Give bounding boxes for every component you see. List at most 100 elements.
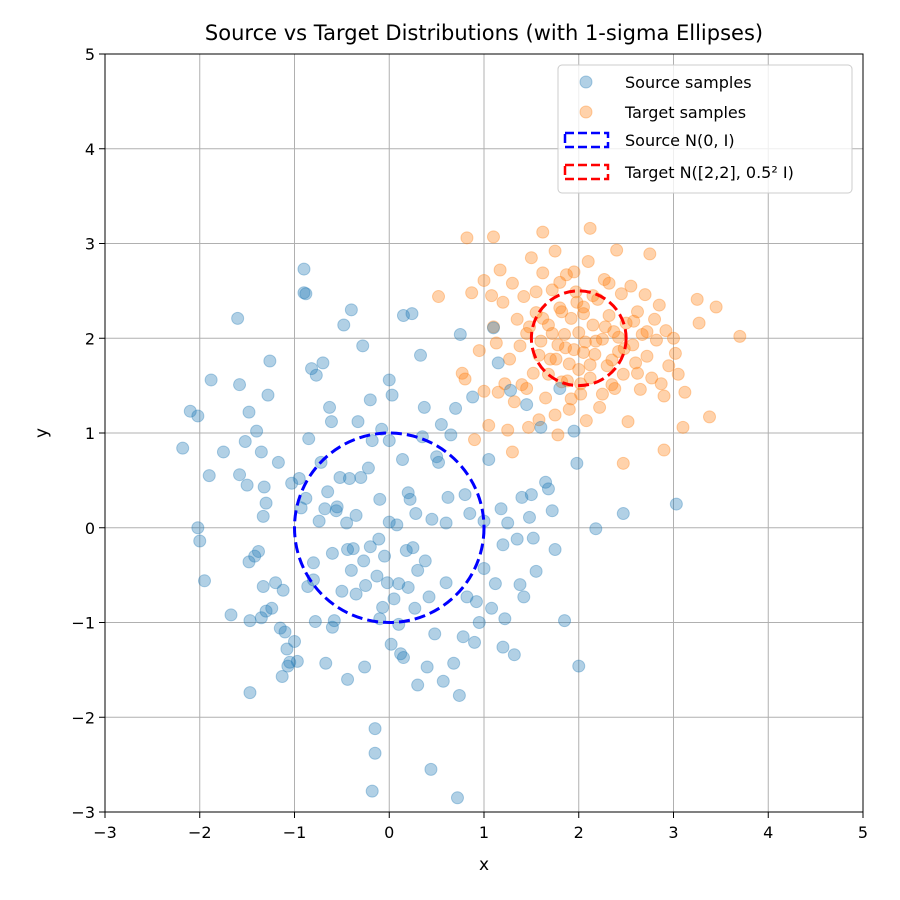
source-sample-point [365,784,379,798]
source-sample-point [517,590,531,604]
source-sample-point [390,518,404,532]
legend-marker-target [579,105,593,119]
target-sample-point [555,305,569,319]
target-sample-point [570,295,584,309]
source-sample-point [240,478,254,492]
source-sample-point [308,615,322,629]
source-sample-point [344,303,358,317]
source-sample-point [368,746,382,760]
source-sample-point [504,383,518,397]
legend-label-target-ellipse: Target N([2,2], 0.5² I) [624,163,794,182]
source-sample-point [616,507,630,521]
target-sample-point [465,286,479,300]
source-sample-point [297,286,311,300]
source-sample-point [460,590,474,604]
source-sample-point [312,514,326,528]
target-sample-point [630,305,644,319]
target-sample-point [602,309,616,323]
source-sample-point [545,504,559,518]
target-sample-point [545,283,559,297]
target-sample-point [576,307,590,321]
legend: Source samples Target samples Source N(0… [557,64,853,194]
source-sample-point [233,468,247,482]
source-sample-point [477,561,491,575]
target-sample-point [567,343,581,357]
target-sample-point [553,301,567,315]
target-sample-point [643,247,657,261]
source-sample-point [394,647,408,661]
target-samples-series [432,221,747,470]
source-sample-point [319,656,333,670]
target-sample-point [539,391,553,405]
source-sample-point [257,480,271,494]
source-sample-point [202,469,216,483]
target-sample-point [551,428,565,442]
source-sample-point [281,659,295,673]
source-sample-point [424,762,438,776]
target-sample-point [567,265,581,279]
legend-marker-source-ellipse [563,131,610,149]
source-sample-point [488,577,502,591]
source-sample-point [396,309,410,323]
target-sample-point [595,332,609,346]
target-sample-point [543,352,557,366]
legend-marker-target-ellipse [563,163,610,181]
target-sample-point [598,320,612,334]
source-sample-point [396,453,410,467]
target-sample-point [616,456,630,470]
x-tick-label: 5 [858,823,868,842]
source-sample-point [191,409,205,423]
source-sample-point [306,573,320,587]
target-sample-point [612,345,626,359]
target-sample-point [489,336,503,350]
source-sample-point [318,502,332,516]
source-sample-point [299,491,313,505]
source-sample-point [418,554,432,568]
source-sample-point [358,660,372,674]
source-sample-point [204,373,218,387]
source-sample-point [526,531,540,545]
target-sample-point [629,356,643,370]
source-sample-point [342,471,356,485]
source-sample-point [387,592,401,606]
target-sample-point [593,400,607,414]
x-axis-label: x [479,855,489,875]
source-sample-point [534,420,548,434]
source-sample-point [271,455,285,469]
target-sample-point [597,273,611,287]
target-sample-point [477,384,491,398]
target-sample-point [576,300,590,314]
target-sample-point [574,387,588,401]
source-sample-point [259,604,273,618]
source-sample-point [330,500,344,514]
target-sample-point [529,285,543,299]
target-sigma-ellipse [529,289,628,388]
source-sample-point [365,434,379,448]
source-sample-point [243,686,257,700]
y-tick-label: 0 [85,519,95,538]
target-sample-point [605,353,619,367]
source-sample-point [406,541,420,555]
source-sample-point [316,356,330,370]
source-sample-point [558,614,572,628]
source-sample-point [363,540,377,554]
target-sample-point [662,359,676,373]
target-sample-point [612,330,626,344]
target-sample-point [608,381,622,395]
source-sample-point [216,445,230,459]
target-sample-point [507,395,521,409]
source-sample-point [242,405,256,419]
source-sample-point [273,621,287,635]
source-sample-point [513,578,527,592]
target-sample-point [572,363,586,377]
source-sample-point [468,635,482,649]
target-sample-point [621,415,635,429]
source-sample-point [507,648,521,662]
source-sample-point [501,516,515,530]
target-sample-point [610,243,624,257]
target-sample-point [605,378,619,392]
target-sample-point [524,251,538,265]
source-sample-point [572,659,586,673]
source-sample-point [329,504,343,518]
